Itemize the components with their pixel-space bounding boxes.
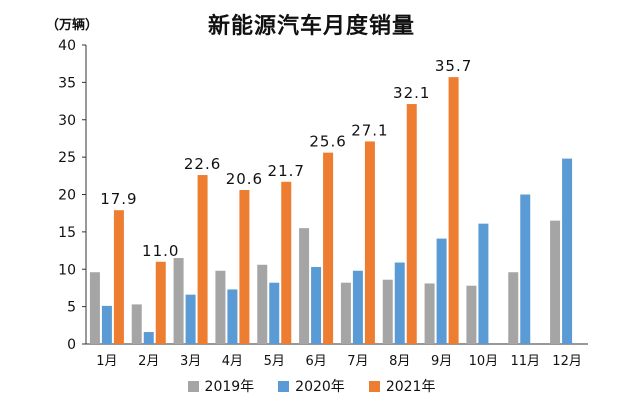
bar — [323, 152, 334, 344]
x-tick-label: 12月 — [552, 354, 582, 369]
y-tick-label: 40 — [58, 38, 76, 54]
bar — [227, 289, 238, 344]
bar — [436, 238, 447, 344]
bar — [131, 304, 142, 344]
bar — [508, 272, 519, 344]
legend-swatch-2019 — [187, 380, 199, 392]
legend-swatch-2020 — [278, 380, 290, 392]
bar — [562, 158, 573, 344]
x-tick-label: 9月 — [431, 354, 452, 369]
y-tick-label: 25 — [58, 150, 76, 166]
x-tick-label: 11月 — [510, 354, 540, 369]
data-label: 27.1 — [351, 121, 388, 139]
legend-label-2021: 2021年 — [385, 379, 436, 395]
x-tick-label: 3月 — [180, 354, 201, 369]
y-tick-label: 35 — [58, 75, 76, 91]
x-tick-label: 1月 — [96, 354, 117, 369]
bar — [257, 264, 268, 344]
bar — [113, 210, 124, 344]
bar — [424, 283, 435, 344]
bar — [550, 220, 561, 344]
bar — [364, 141, 375, 344]
y-tick-label: 0 — [67, 337, 76, 353]
data-label: 25.6 — [309, 133, 346, 151]
bar — [340, 282, 351, 344]
legend-item-2021: 2021年 — [368, 376, 436, 396]
chart-title: 新能源汽车月度销量 — [207, 14, 415, 39]
legend-swatch-2021 — [368, 380, 380, 392]
bar — [239, 190, 250, 344]
bar — [352, 270, 363, 344]
bar — [143, 332, 154, 344]
legend-label-2020: 2020年 — [295, 379, 345, 395]
y-tick-label: 20 — [58, 188, 76, 204]
x-tick-label: 4月 — [222, 354, 243, 369]
bar — [173, 258, 184, 344]
data-label: 22.6 — [184, 155, 221, 173]
x-tick-label: 10月 — [469, 354, 499, 369]
bar — [311, 267, 322, 344]
bar — [382, 279, 393, 344]
y-tick-label: 5 — [67, 300, 76, 316]
data-label: 20.6 — [226, 170, 263, 188]
bar — [281, 181, 292, 344]
bar — [448, 77, 459, 344]
legend-item-2019: 2019年 — [187, 376, 255, 396]
x-tick-label: 7月 — [347, 354, 368, 369]
data-label: 17.9 — [100, 190, 137, 208]
data-label: 21.7 — [268, 162, 305, 180]
bar — [155, 261, 166, 344]
y-tick-label: 30 — [58, 113, 76, 129]
data-label: 11.0 — [142, 242, 179, 260]
legend-item-2020: 2020年 — [278, 376, 345, 396]
x-tick-label: 2月 — [138, 354, 159, 369]
bar — [466, 285, 477, 344]
bar — [394, 262, 405, 344]
y-unit-label: （万辆） — [46, 18, 99, 33]
y-tick-label: 15 — [58, 225, 76, 241]
bar — [520, 194, 531, 344]
data-label: 35.7 — [435, 57, 472, 75]
bar — [197, 175, 208, 344]
x-tick-label: 5月 — [264, 354, 285, 369]
bar — [269, 282, 280, 344]
bar — [478, 223, 489, 344]
legend-label-2019: 2019年 — [204, 379, 255, 395]
bar — [101, 305, 112, 344]
bar — [215, 270, 226, 344]
data-label: 32.1 — [393, 84, 430, 102]
x-tick-label: 8月 — [389, 354, 410, 369]
bar — [185, 294, 196, 344]
legend: 2019年 2020年 2021年 — [0, 376, 623, 396]
bar — [299, 228, 310, 344]
x-tick-label: 6月 — [305, 354, 326, 369]
bar — [89, 272, 100, 344]
y-tick-label: 10 — [58, 262, 76, 278]
bar — [406, 104, 417, 345]
